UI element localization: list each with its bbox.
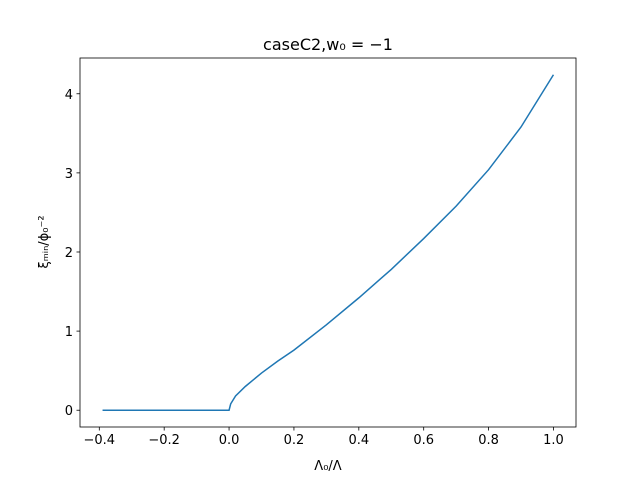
x-tick-label: 0.6 (413, 433, 434, 448)
x-tick-label: 0.4 (348, 433, 369, 448)
line (102, 74, 555, 411)
y-tick-label: 2 (65, 246, 73, 261)
x-tick-label: −0.4 (84, 433, 116, 448)
y-tick-label: 0 (65, 404, 73, 419)
y-tick-label: 3 (65, 167, 73, 182)
x-tick-label: 0.2 (284, 433, 305, 448)
x-axis-label: Λ₀/Λ (314, 459, 341, 474)
x-tick-label: 0.0 (219, 433, 240, 448)
y-axis-label: ξₘᵢₙ/ϕ₀⁻² (37, 215, 52, 268)
x-tick-label: 1.0 (543, 433, 564, 448)
x-tick-label: −0.2 (148, 433, 180, 448)
y-tick-label: 1 (65, 325, 73, 340)
plot-frame (79, 57, 577, 428)
chart-title: caseC2,w₀ = −1 (263, 35, 393, 54)
y-tick-label: 4 (65, 88, 73, 103)
x-tick-label: 0.8 (478, 433, 499, 448)
